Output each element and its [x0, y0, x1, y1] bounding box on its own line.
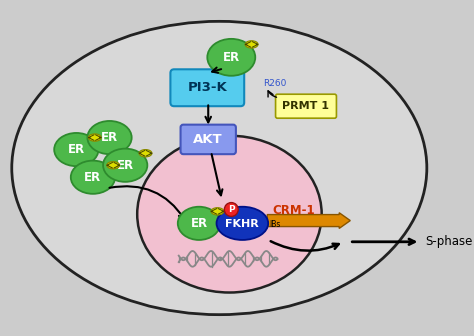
Ellipse shape: [137, 136, 322, 293]
FancyBboxPatch shape: [181, 125, 236, 154]
Ellipse shape: [211, 208, 224, 215]
Text: PI3-K: PI3-K: [187, 81, 227, 94]
Ellipse shape: [139, 150, 152, 157]
Text: IBs: IBs: [269, 220, 280, 229]
Ellipse shape: [54, 133, 99, 166]
Text: ER: ER: [117, 159, 134, 172]
Ellipse shape: [12, 22, 427, 314]
Ellipse shape: [71, 161, 115, 194]
Text: ER: ER: [223, 51, 240, 64]
Text: S-phase: S-phase: [425, 235, 473, 248]
FancyBboxPatch shape: [171, 69, 244, 106]
Text: ER: ER: [84, 171, 101, 184]
Text: AKT: AKT: [193, 133, 223, 146]
Ellipse shape: [217, 207, 268, 240]
Text: ER: ER: [101, 131, 118, 144]
Ellipse shape: [88, 134, 101, 141]
Text: ER: ER: [191, 217, 208, 230]
Ellipse shape: [207, 39, 255, 76]
Ellipse shape: [103, 149, 147, 182]
Text: P: P: [228, 205, 235, 214]
Text: CRM-1: CRM-1: [273, 204, 315, 217]
Ellipse shape: [87, 121, 132, 154]
Text: FKHR: FKHR: [226, 219, 259, 229]
FancyArrow shape: [267, 213, 350, 228]
Ellipse shape: [178, 207, 220, 240]
Ellipse shape: [224, 203, 238, 216]
Ellipse shape: [245, 41, 258, 48]
Text: ER: ER: [68, 143, 85, 156]
FancyBboxPatch shape: [275, 94, 337, 118]
Text: R260: R260: [263, 79, 286, 88]
Ellipse shape: [107, 162, 119, 169]
Text: PRMT 1: PRMT 1: [283, 101, 329, 111]
